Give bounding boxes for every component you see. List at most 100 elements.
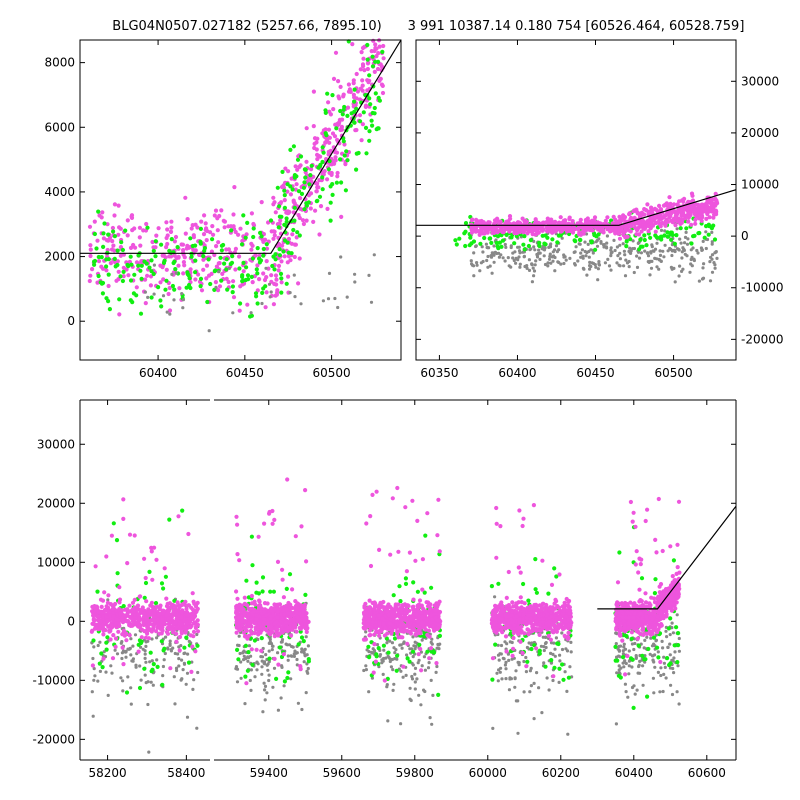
data-point	[231, 311, 235, 315]
data-point	[209, 271, 214, 276]
data-point	[308, 206, 313, 211]
data-point	[296, 642, 301, 647]
data-point	[507, 222, 512, 227]
data-point	[295, 167, 300, 172]
data-point	[292, 218, 297, 223]
data-point	[334, 180, 339, 185]
data-point	[167, 616, 172, 621]
data-point	[323, 140, 328, 145]
data-point	[538, 257, 542, 261]
data-point	[114, 621, 119, 626]
data-point	[393, 657, 397, 661]
data-point	[354, 167, 359, 172]
data-point	[296, 701, 300, 705]
data-point	[365, 57, 370, 62]
data-point	[132, 618, 137, 623]
data-point	[277, 645, 283, 650]
data-point	[327, 140, 332, 145]
data-point	[685, 206, 690, 211]
data-point	[271, 302, 276, 307]
data-point	[300, 613, 305, 618]
data-point	[251, 234, 256, 240]
data-point	[372, 253, 376, 257]
data-point	[91, 656, 95, 661]
data-point	[100, 280, 106, 286]
data-point	[558, 215, 563, 220]
data-point	[504, 245, 508, 249]
data-point	[500, 238, 506, 243]
data-point	[217, 261, 222, 266]
data-point	[285, 675, 290, 681]
data-point	[302, 660, 306, 664]
data-point	[123, 228, 128, 233]
data-point	[642, 233, 647, 238]
data-point	[374, 54, 379, 59]
data-point	[420, 557, 425, 562]
data-point	[642, 226, 647, 231]
data-point	[111, 229, 116, 234]
data-point	[185, 671, 190, 675]
data-point	[477, 221, 482, 226]
data-point	[104, 647, 109, 652]
data-point	[300, 218, 306, 223]
data-point	[95, 280, 100, 285]
data-point	[147, 622, 152, 627]
data-point	[215, 228, 220, 233]
data-point	[567, 216, 572, 222]
data-point	[249, 274, 254, 279]
data-point	[159, 581, 165, 586]
data-point	[492, 260, 496, 264]
data-point	[196, 272, 201, 277]
data-point	[690, 255, 694, 259]
data-point	[141, 647, 145, 651]
data-point	[299, 603, 304, 608]
data-point	[135, 607, 140, 613]
data-point	[155, 664, 160, 670]
x-tick-label: 60350	[420, 366, 458, 380]
data-point	[158, 603, 163, 608]
data-point	[198, 284, 203, 289]
data-point	[381, 643, 386, 648]
data-point	[172, 239, 177, 244]
data-point	[180, 508, 185, 513]
data-point	[658, 253, 663, 257]
data-point	[480, 245, 484, 249]
data-point	[663, 229, 667, 233]
data-point	[367, 690, 371, 694]
data-point	[203, 221, 208, 226]
data-point	[243, 235, 248, 240]
data-point	[710, 230, 714, 234]
data-point	[419, 650, 423, 654]
data-point	[192, 678, 196, 682]
data-point	[90, 267, 95, 272]
data-point	[147, 265, 152, 270]
data-point	[247, 607, 252, 612]
data-point	[365, 648, 369, 652]
data-point	[297, 256, 302, 261]
data-point	[398, 643, 402, 647]
data-point	[144, 640, 148, 644]
data-point	[669, 237, 674, 242]
data-point	[239, 660, 243, 664]
data-point	[360, 78, 365, 83]
data-point	[292, 652, 296, 656]
data-point	[193, 649, 198, 654]
data-point	[410, 498, 415, 503]
data-point	[303, 626, 308, 631]
data-point	[572, 250, 576, 254]
data-point	[586, 242, 590, 246]
data-point	[267, 649, 271, 653]
data-point	[159, 620, 164, 625]
data-point	[249, 311, 253, 315]
data-point	[472, 274, 476, 278]
data-point	[93, 564, 98, 569]
data-point	[98, 619, 103, 624]
data-point	[399, 669, 403, 673]
data-point	[609, 228, 614, 233]
data-point	[155, 636, 159, 640]
data-point	[341, 92, 346, 97]
data-point	[160, 253, 165, 258]
data-point	[584, 254, 588, 258]
data-point	[471, 239, 477, 244]
data-point	[121, 516, 126, 522]
